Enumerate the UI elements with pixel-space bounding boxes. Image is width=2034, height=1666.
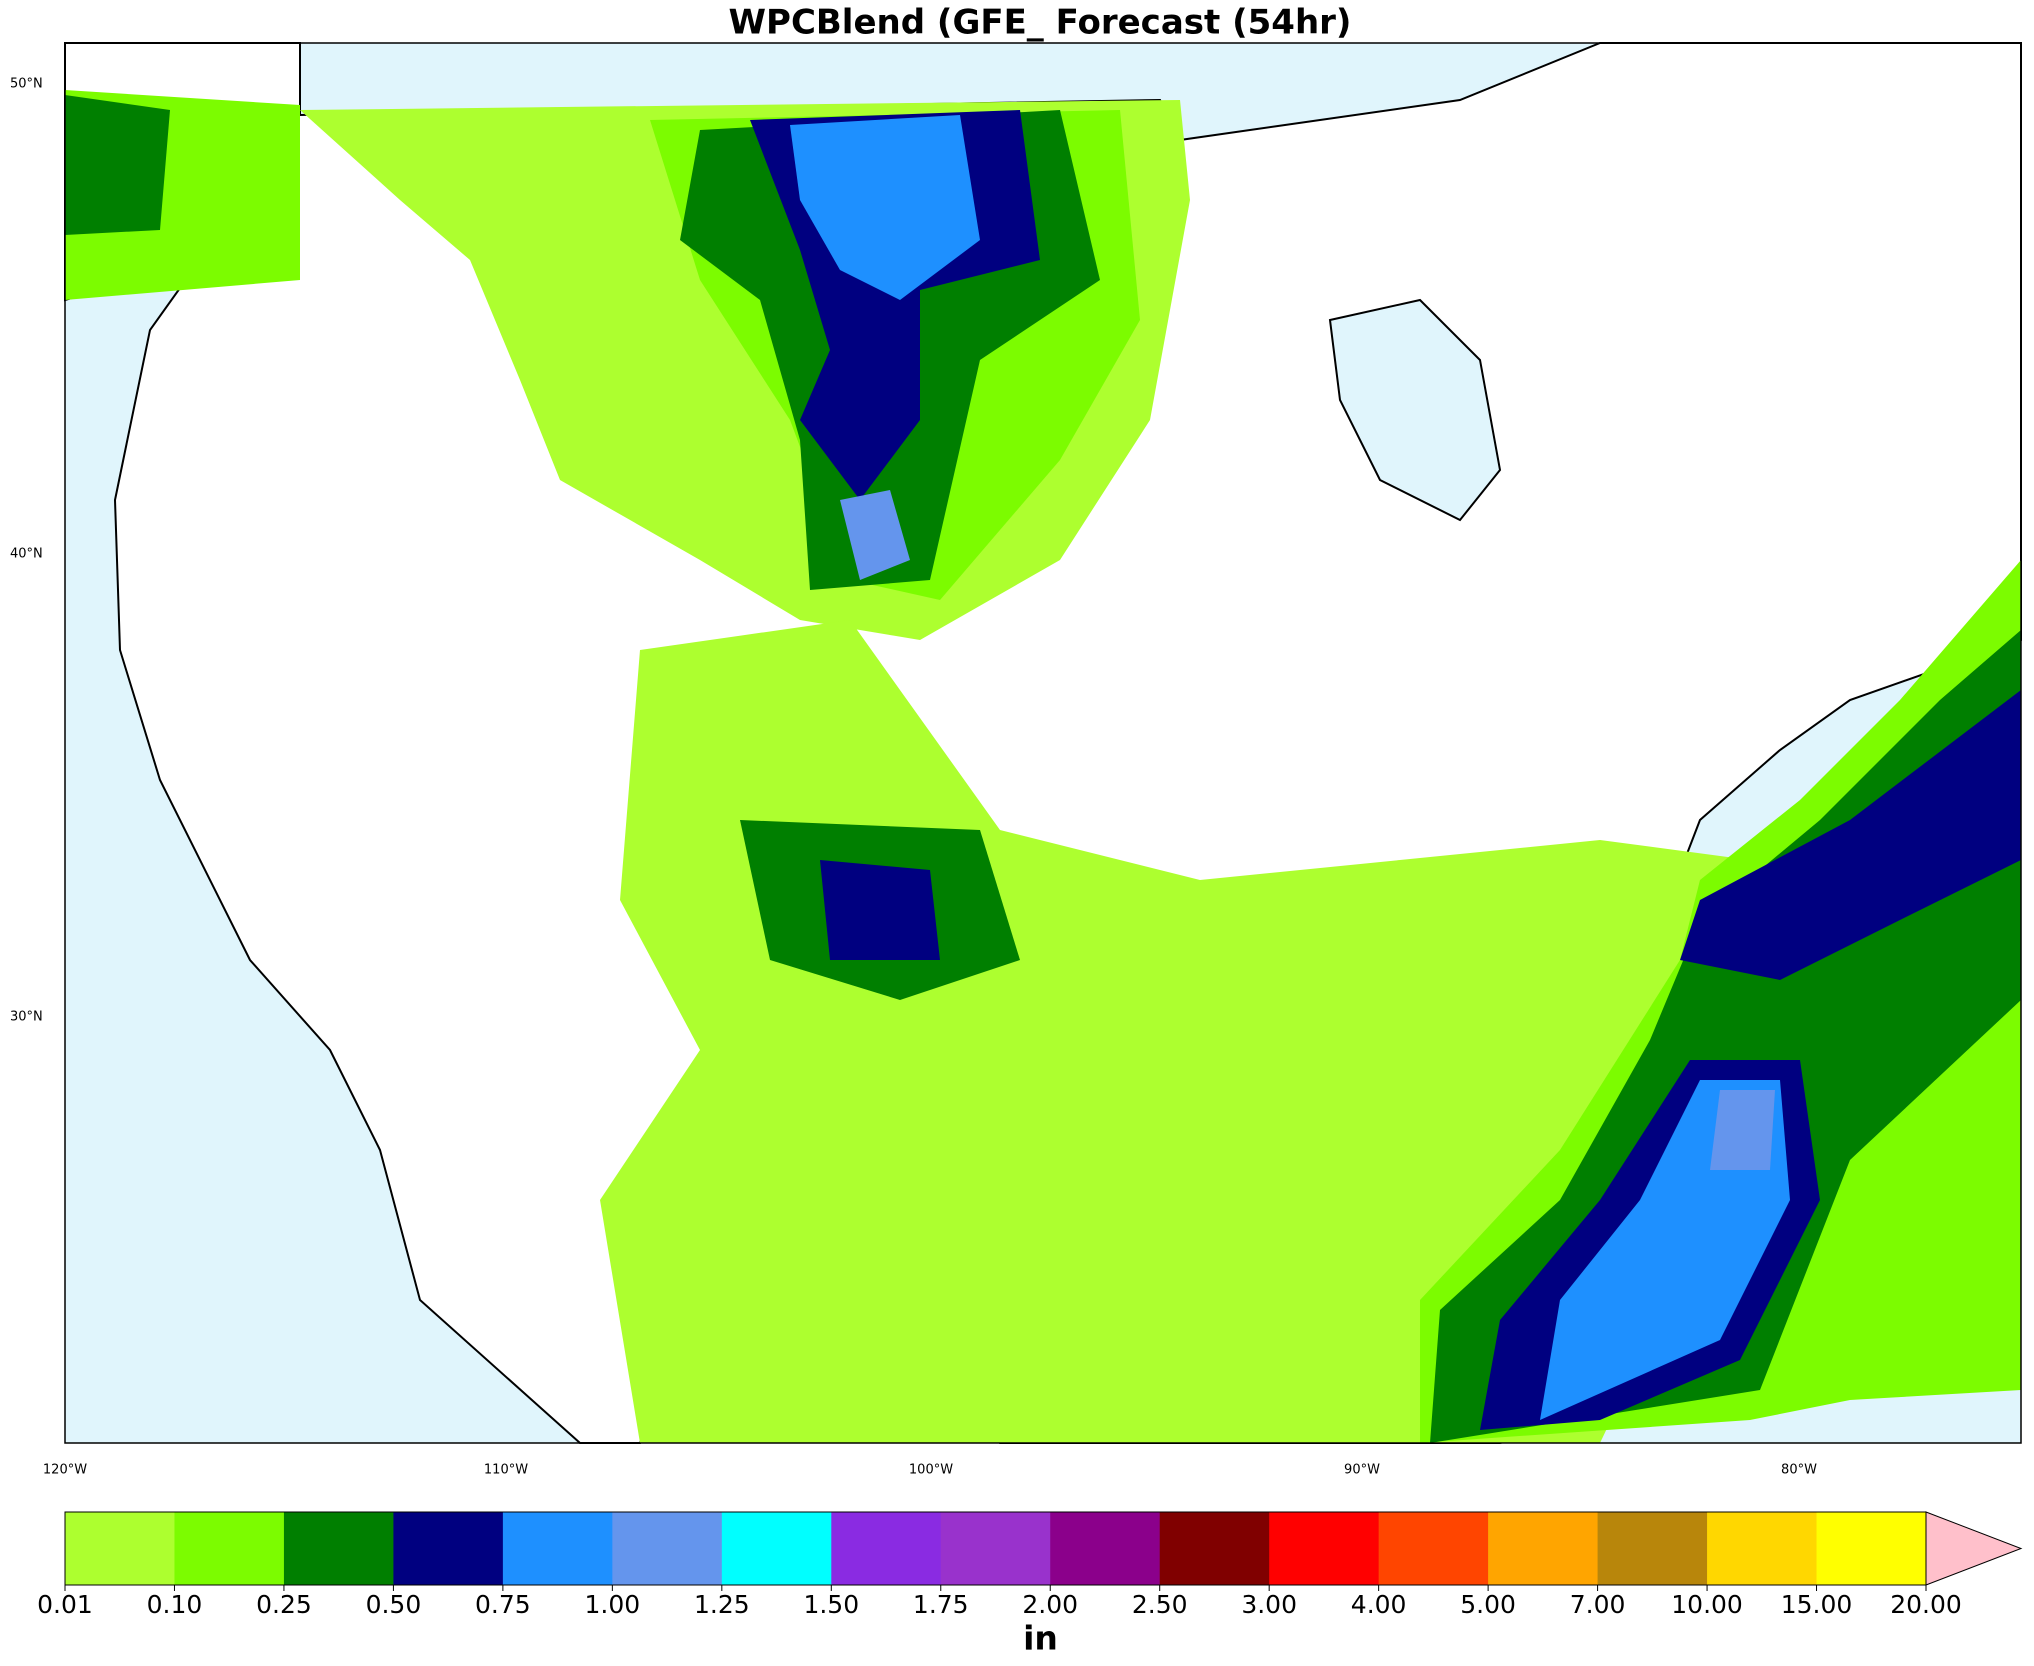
lon-label: 80°W xyxy=(1781,1463,1817,1478)
precip-area xyxy=(790,115,980,300)
colorbar-segment xyxy=(174,1512,285,1585)
colorbar-segment xyxy=(1050,1512,1161,1585)
lon-label: 110°W xyxy=(484,1463,528,1478)
lat-label: 30°N xyxy=(10,1010,43,1025)
precip-area xyxy=(600,620,1750,1443)
lon-label: 100°W xyxy=(909,1463,953,1478)
colorbar-tick-label: 2.00 xyxy=(1022,1590,1078,1619)
colorbar-tick-label: 0.10 xyxy=(147,1590,203,1619)
colorbar-segment xyxy=(502,1512,613,1585)
colorbar-label: in xyxy=(1023,1619,1058,1658)
colorbar-tick-label: 15.00 xyxy=(1781,1590,1853,1619)
colorbar-segment xyxy=(65,1512,175,1585)
map xyxy=(64,42,2022,1444)
colorbar-tick-label: 0.75 xyxy=(475,1590,531,1619)
colorbar-segment xyxy=(940,1512,1051,1585)
colorbar-segment xyxy=(1816,1512,1927,1585)
colorbar-segment xyxy=(1597,1512,1708,1585)
map-title: WPCBlend (GFE_ Forecast (54hr) xyxy=(729,3,1352,43)
precip-area xyxy=(1710,1090,1775,1170)
colorbar-tick-label: 1.25 xyxy=(694,1590,750,1619)
colorbar-segment xyxy=(1269,1512,1380,1585)
colorbar-tick-label: 7.00 xyxy=(1570,1590,1626,1619)
colorbar-tick-label: 2.50 xyxy=(1132,1590,1188,1619)
colorbar-tick-label: 1.00 xyxy=(585,1590,641,1619)
precip-area xyxy=(1680,690,2021,980)
colorbar-tick-label: 0.01 xyxy=(37,1590,93,1619)
precip-area xyxy=(820,860,940,960)
colorbar-segment xyxy=(1488,1512,1599,1585)
colorbar-segment xyxy=(1159,1512,1270,1585)
colorbar-tick-label: 3.00 xyxy=(1241,1590,1297,1619)
colorbar-tick-label: 1.50 xyxy=(803,1590,859,1619)
colorbar-frame xyxy=(64,1511,1927,1586)
colorbar-extend xyxy=(1925,1511,2023,1586)
lon-label: 120°W xyxy=(43,1463,87,1478)
map-frame xyxy=(64,42,2022,1444)
colorbar-segment xyxy=(1707,1512,1818,1585)
colorbar-tick-label: 0.25 xyxy=(256,1590,312,1619)
lon-label: 90°W xyxy=(1344,1463,1380,1478)
colorbar-tick-label: 4.00 xyxy=(1351,1590,1407,1619)
colorbar-segment xyxy=(283,1512,394,1585)
colorbar-segment xyxy=(612,1512,723,1585)
great-lakes xyxy=(1328,298,1502,522)
lat-label: 40°N xyxy=(10,547,43,562)
colorbar-segment xyxy=(1378,1512,1489,1585)
colorbar-tick-label: 20.00 xyxy=(1890,1590,1962,1619)
colorbar-tick-label: 0.50 xyxy=(366,1590,422,1619)
lat-label: 50°N xyxy=(10,77,43,92)
colorbar-tick-label: 5.00 xyxy=(1460,1590,1516,1619)
colorbar-segment xyxy=(831,1512,942,1585)
precip-area xyxy=(840,490,910,580)
colorbar-tick-label: 1.75 xyxy=(913,1590,969,1619)
precip-area xyxy=(65,95,170,235)
colorbar-tick-label: 10.00 xyxy=(1671,1590,1743,1619)
colorbar-segment xyxy=(393,1512,504,1585)
colorbar-segment xyxy=(721,1512,832,1585)
